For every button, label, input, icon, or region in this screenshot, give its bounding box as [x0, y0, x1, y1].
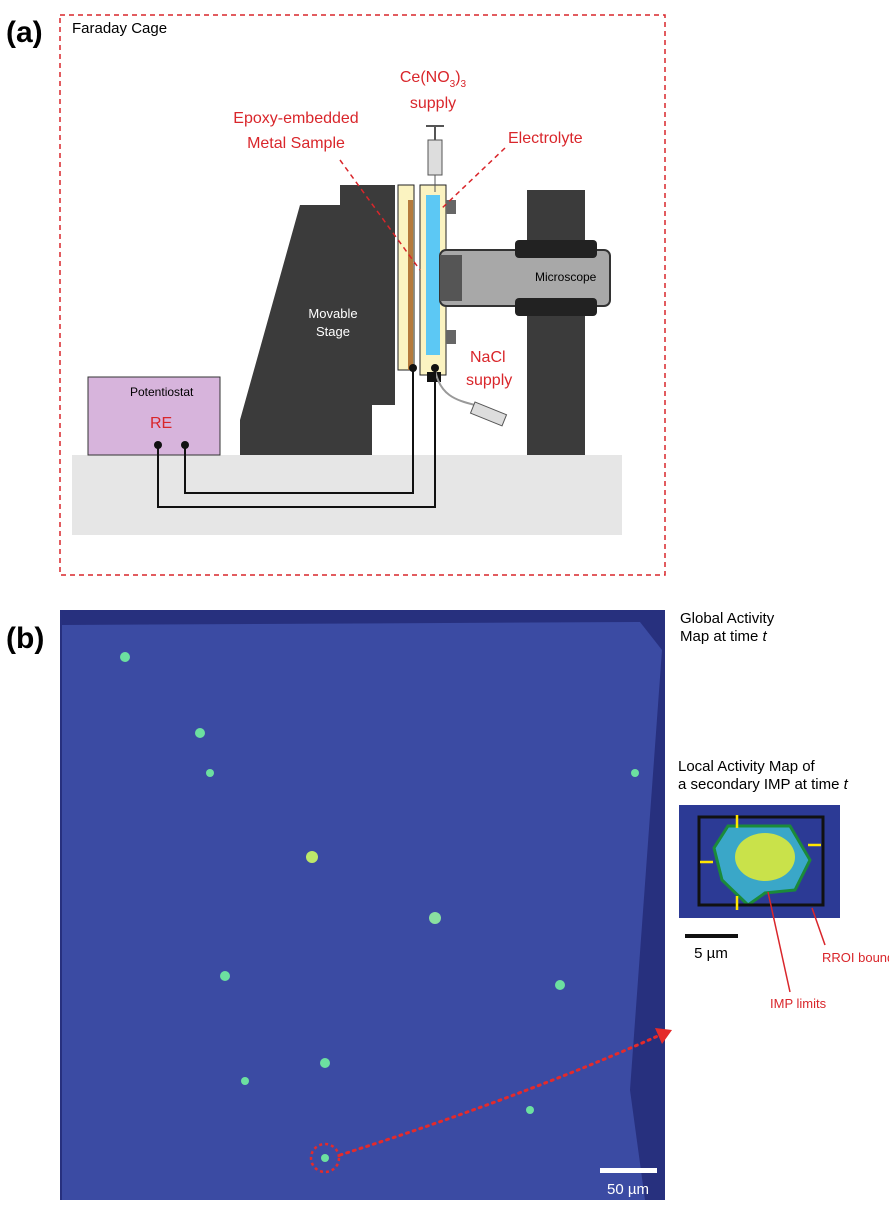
bolt [446, 330, 456, 344]
text: Map at time [680, 628, 763, 645]
terminal [409, 364, 417, 372]
objective [440, 255, 462, 301]
imp-label: IMP limits [770, 996, 827, 1011]
caption: Global Activity [680, 610, 775, 627]
sample-label: Epoxy-embedded [233, 110, 358, 127]
potentiostat-label: Potentiostat [130, 385, 194, 399]
ce-supply-label: supply [410, 95, 456, 112]
syringe [471, 402, 507, 426]
spot [631, 769, 639, 777]
nacl-label: supply [466, 372, 512, 389]
electrolyte-label: Electrolyte [508, 130, 583, 147]
spot [120, 652, 130, 662]
caption: a secondary IMP at time t [678, 776, 849, 793]
stage-label: Movable [308, 306, 357, 321]
spot [220, 971, 230, 981]
cage-label: Faraday Cage [72, 20, 167, 37]
caption: Map at time t [680, 628, 768, 645]
caption: Local Activity Map of [678, 758, 816, 775]
spot [206, 769, 214, 777]
spot [555, 980, 565, 990]
figure: (a) Faraday Cage Movable Stage Microscop… [0, 0, 889, 1200]
syringe [428, 140, 442, 175]
bolt [446, 200, 456, 214]
spot [526, 1106, 534, 1114]
hotspot [735, 833, 795, 881]
scale-bar [600, 1168, 657, 1173]
variable: t [763, 628, 768, 645]
stage-label: Stage [316, 324, 350, 339]
spot [195, 728, 205, 738]
scale-label: 5 µm [694, 945, 728, 962]
spot [306, 851, 318, 863]
scale-bar [685, 934, 738, 938]
clamp [515, 298, 597, 316]
text: a secondary IMP at time [678, 776, 844, 793]
panel-label: (a) [6, 16, 43, 49]
variable: t [844, 776, 849, 793]
terminal [154, 441, 162, 449]
text: Ce(NO [400, 69, 450, 86]
spot [321, 1154, 329, 1162]
electrolyte [426, 195, 440, 355]
scale-label: 50 µm [607, 1181, 649, 1198]
spot [429, 912, 441, 924]
leader [440, 148, 505, 210]
electrode-label: RE [150, 415, 172, 432]
spot [320, 1058, 330, 1068]
nacl-label: NaCl [470, 349, 506, 366]
terminal [431, 364, 439, 372]
rroi-label: RROI boundary [822, 950, 889, 965]
terminal [181, 441, 189, 449]
subscript: 3 [461, 79, 467, 90]
ce-supply-label: Ce(NO3)3 [400, 69, 467, 90]
pillar [527, 190, 585, 455]
clamp [515, 240, 597, 258]
sample-label: Metal Sample [247, 135, 345, 152]
spot [241, 1077, 249, 1085]
bench [72, 455, 622, 535]
sample-rod [408, 200, 413, 370]
panel-label: (b) [6, 622, 44, 655]
sample-surface [62, 622, 662, 1200]
microscope-label: Microscope [535, 270, 597, 284]
